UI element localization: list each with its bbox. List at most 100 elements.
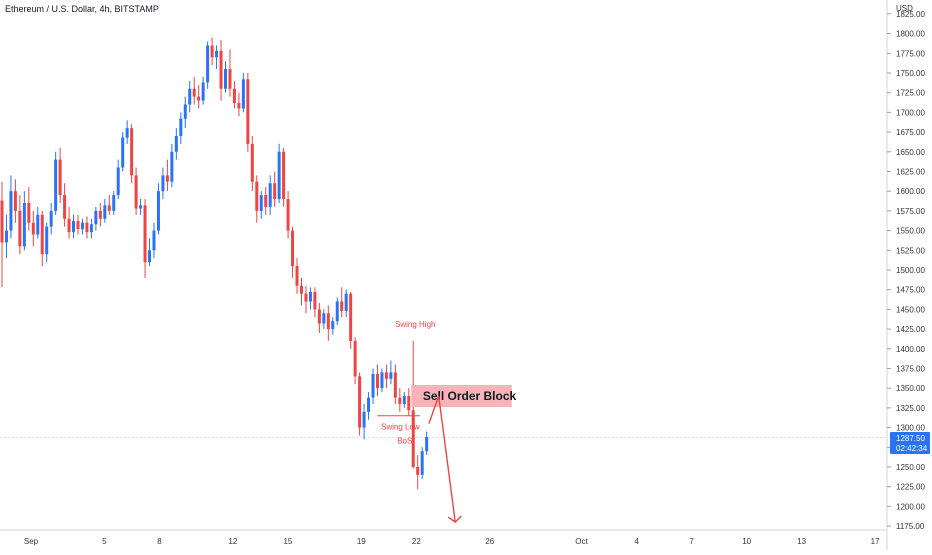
candle-body bbox=[188, 88, 192, 105]
price-tick-label: 1750.00 bbox=[896, 69, 925, 78]
candle-body bbox=[362, 411, 366, 428]
time-tick-label: 19 bbox=[357, 537, 366, 546]
price-tick-label: 1550.00 bbox=[896, 227, 925, 236]
price-tick-label: 1225.00 bbox=[896, 483, 925, 492]
candle-body bbox=[246, 79, 250, 144]
candle-body bbox=[241, 79, 245, 109]
candle-body bbox=[215, 50, 219, 58]
price-tick-label: 1300.00 bbox=[896, 424, 925, 433]
candle-body bbox=[210, 45, 214, 58]
time-tick-label: 7 bbox=[689, 537, 694, 546]
price-tick-label: 1675.00 bbox=[896, 128, 925, 137]
candle-body bbox=[27, 202, 31, 223]
price-tick-label: 1600.00 bbox=[896, 187, 925, 196]
price-tick-label: 1350.00 bbox=[896, 384, 925, 393]
price-tick-label: 1250.00 bbox=[896, 463, 925, 472]
price-tick-label: 1825.00 bbox=[896, 10, 925, 19]
candle-body bbox=[299, 285, 303, 294]
last-price-tag: 1287.50 02:42:34 bbox=[890, 432, 930, 454]
time-tick-label: 4 bbox=[634, 537, 639, 546]
candle-body bbox=[22, 202, 26, 247]
price-axis[interactable]: 1175.001200.001225.001250.001275.001300.… bbox=[887, 10, 925, 531]
candle-body bbox=[264, 195, 268, 207]
candle-body bbox=[49, 210, 53, 227]
candle-body bbox=[295, 266, 299, 286]
candle-body bbox=[389, 372, 393, 379]
candle-body bbox=[375, 373, 379, 389]
price-tick-label: 1175.00 bbox=[896, 522, 925, 531]
candle-body bbox=[148, 250, 152, 263]
candle-body bbox=[402, 396, 406, 404]
candle-body bbox=[380, 372, 384, 389]
candle-body bbox=[72, 221, 76, 233]
projection-arrow-head bbox=[447, 515, 462, 524]
candle-body bbox=[237, 102, 241, 109]
bos-label: BoS bbox=[397, 437, 412, 446]
time-tick-label: Sep bbox=[24, 537, 39, 546]
candle-body bbox=[398, 397, 402, 404]
projection-arrow-line bbox=[428, 395, 456, 523]
candle-body bbox=[259, 195, 263, 211]
candle-body bbox=[277, 151, 281, 200]
price-tick-label: 1575.00 bbox=[896, 207, 925, 216]
candle-body bbox=[183, 104, 187, 119]
price-tick-label: 1625.00 bbox=[896, 167, 925, 176]
candle-body bbox=[268, 183, 272, 207]
price-tick-label: 1450.00 bbox=[896, 305, 925, 314]
candle-body bbox=[58, 159, 62, 196]
candle-body bbox=[291, 230, 295, 267]
candle-body bbox=[192, 88, 196, 97]
time-tick-label: 5 bbox=[102, 537, 107, 546]
price-tick-label: 1775.00 bbox=[896, 49, 925, 58]
candle-body bbox=[407, 396, 411, 411]
candle-body bbox=[308, 292, 312, 302]
time-tick-label: 10 bbox=[742, 537, 751, 546]
candle-body bbox=[143, 205, 147, 263]
candle-body bbox=[232, 88, 236, 103]
price-tick-label: 1800.00 bbox=[896, 30, 925, 39]
price-tick-label: 1525.00 bbox=[896, 246, 925, 255]
candle-body bbox=[161, 175, 165, 192]
candle-body bbox=[228, 69, 232, 89]
candle-body bbox=[121, 137, 125, 168]
candle-body bbox=[219, 50, 223, 89]
price-tick-label: 1725.00 bbox=[896, 89, 925, 98]
price-tick-label: 1400.00 bbox=[896, 345, 925, 354]
price-tick-label: 1200.00 bbox=[896, 502, 925, 511]
candle-body bbox=[94, 210, 98, 225]
candle-body bbox=[67, 218, 71, 233]
candle-body bbox=[286, 199, 290, 231]
candle-body bbox=[340, 301, 344, 311]
candle-body bbox=[31, 222, 35, 235]
candle-body bbox=[367, 397, 371, 412]
candle-body bbox=[255, 181, 259, 211]
candle-body bbox=[130, 128, 134, 176]
candle-body bbox=[152, 230, 156, 251]
last-price-tag-bg bbox=[890, 432, 930, 454]
candle-body bbox=[89, 224, 93, 233]
sell-order-block-label: Sell Order Block bbox=[423, 389, 517, 403]
candle-body bbox=[165, 175, 169, 182]
candle-body bbox=[197, 96, 201, 101]
time-tick-label: 26 bbox=[485, 537, 494, 546]
swing-high-label: Swing High bbox=[395, 320, 435, 329]
candle-body bbox=[18, 210, 22, 247]
time-tick-label: 12 bbox=[228, 537, 237, 546]
price-tick-label: 1650.00 bbox=[896, 148, 925, 157]
time-axis[interactable]: Sep 5 8 12 15 19 22 26 Oct 4 7 10 13 17 bbox=[24, 537, 880, 546]
chart-title: Ethereum / U.S. Dollar, 4h, BITSTAMP bbox=[5, 4, 159, 14]
candle-body bbox=[85, 222, 89, 233]
time-tick-label: Oct bbox=[575, 537, 588, 546]
candle-body bbox=[36, 214, 40, 235]
candle-body bbox=[107, 205, 111, 211]
candle-body bbox=[273, 183, 277, 200]
candle-body bbox=[282, 151, 286, 200]
candle-body bbox=[393, 372, 397, 398]
candle-body bbox=[179, 118, 183, 137]
candle-body bbox=[4, 230, 8, 243]
candle-body bbox=[112, 195, 116, 211]
candle-body bbox=[54, 159, 58, 211]
candle-body bbox=[317, 309, 321, 324]
